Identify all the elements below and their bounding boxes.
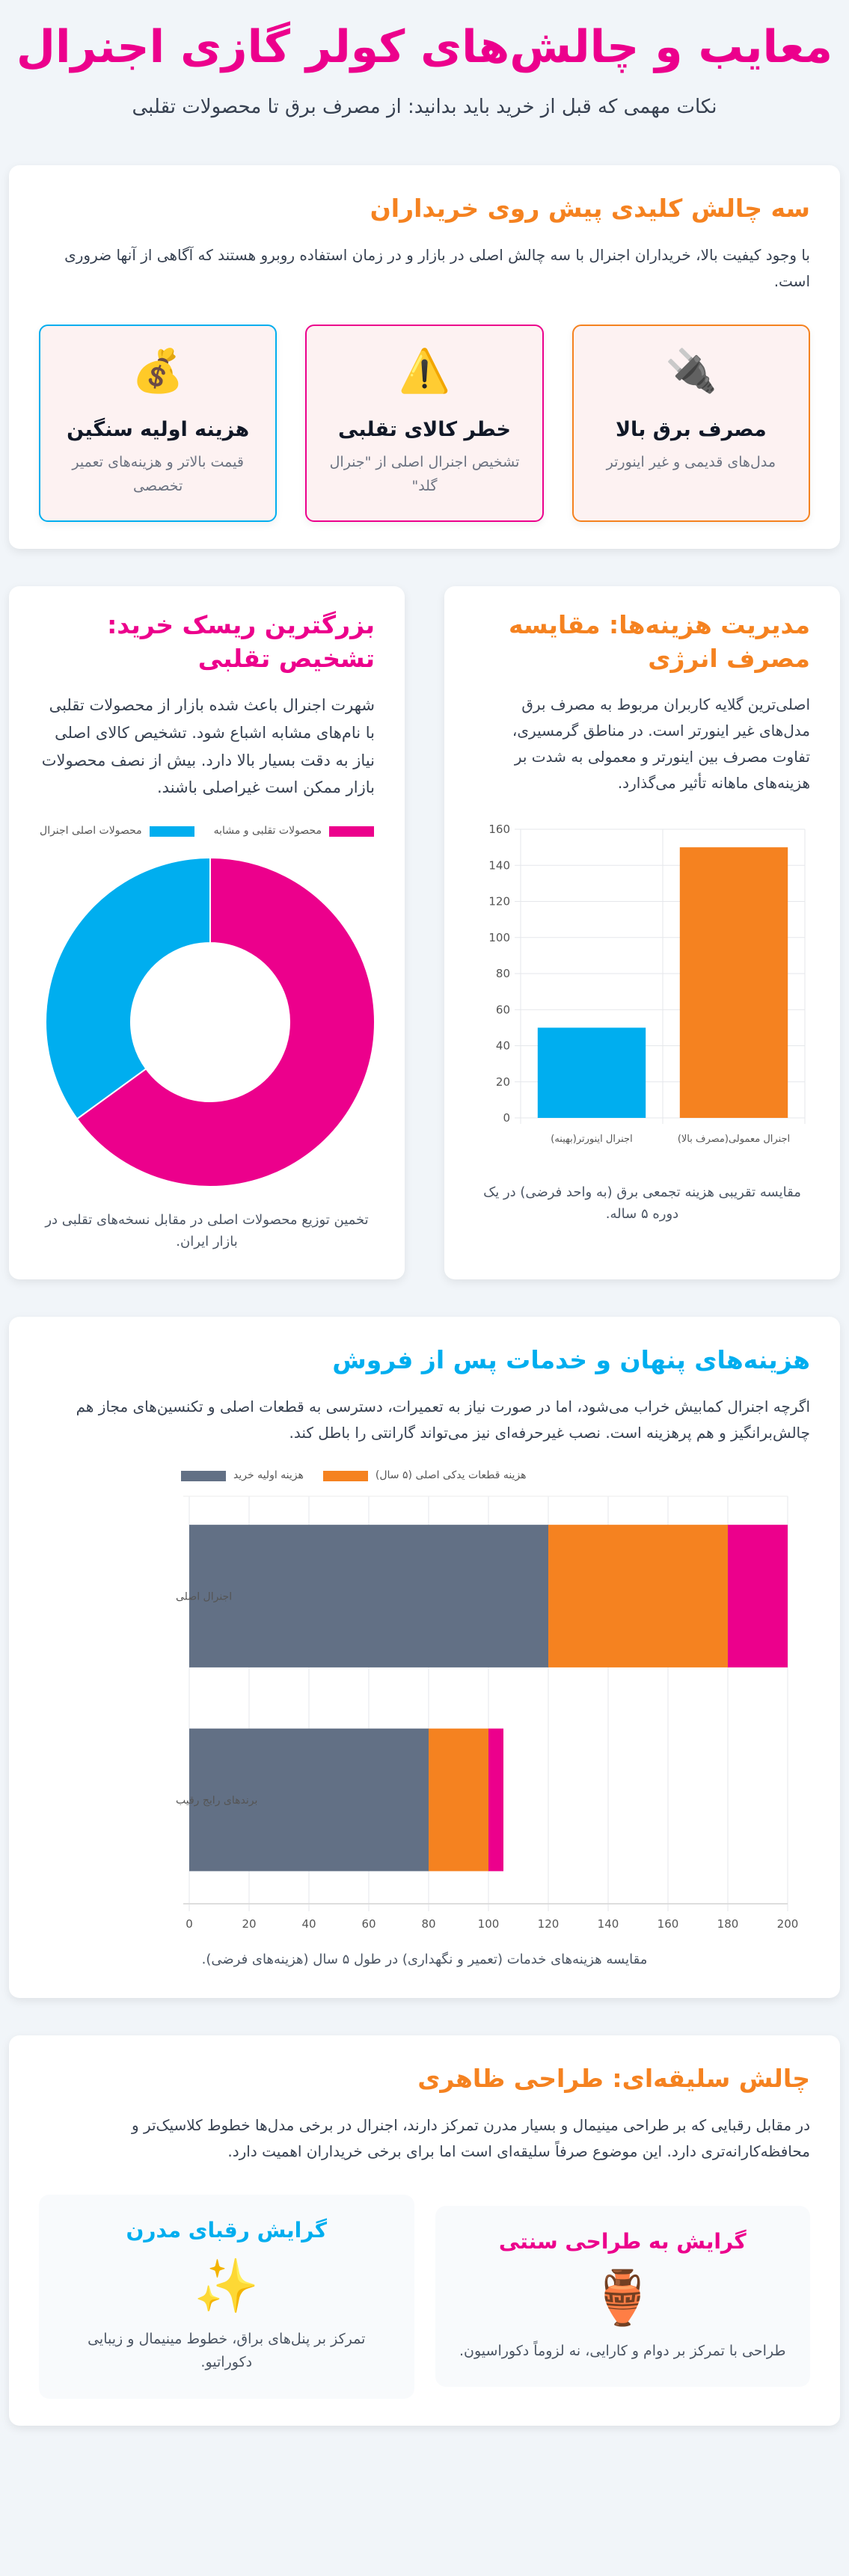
fake-section: بزرگترین ریسک خرید: تشخیص تقلبی شهرت اجن… xyxy=(9,586,405,1280)
design-card-desc: تمرکز بر پنل‌های براق، خطوط مینیمال و زی… xyxy=(88,2330,366,2371)
bar-segment xyxy=(189,1525,548,1668)
x-tick-label: 200 xyxy=(777,1917,799,1931)
legend-swatch xyxy=(328,826,374,837)
y-tick-label: 60 xyxy=(496,1003,510,1016)
section-title: هزینه‌های پنهان و خدمات پس از فروش xyxy=(332,1345,810,1375)
y-tick-label: 160 xyxy=(488,823,510,836)
service-legend: هزینه اولیه خرید هزینه قطعات یدکی اصلی (۵… xyxy=(39,1469,810,1484)
challenge-title: هزینه اولیه سنگین xyxy=(67,417,250,441)
bar-segment xyxy=(548,1525,728,1668)
legend-item: هزینه قطعات یدکی اصلی (۵ سال) xyxy=(322,1469,527,1484)
page-title: معایب و چالش‌های کولر گازی اجنرال xyxy=(16,21,833,73)
energy-bar-chart: 0 20 40 60 80 100 120 140 160 اجنرال اینورتر(بهین… xyxy=(488,823,806,1145)
y-tick-label: اجنرال اصلی xyxy=(176,1591,232,1603)
x-tick-label: 20 xyxy=(242,1917,256,1931)
y-tick-label: 80 xyxy=(496,967,510,980)
challenges-section: سه چالش کلیدی پیش روی خریداران با وجود ک… xyxy=(9,165,840,550)
x-tick-label: 100 xyxy=(478,1917,500,1931)
warning-icon: ⚠️ xyxy=(398,346,451,396)
section-title: مدیریت هزینه‌ها: مقایسه مصرف انرژی xyxy=(508,610,810,673)
legend-label: هزینه قطعات یدکی اصلی (۵ سال) xyxy=(375,1469,527,1481)
money-bag-icon: 💰 xyxy=(132,346,185,396)
legend-label: محصولات اصلی اجنرال xyxy=(40,825,142,837)
section-text: اصلی‌ترین گلایه کاربران مربوط به مصرف بر… xyxy=(512,695,810,793)
chart-caption: مقایسه هزینه‌های خدمات (تعمیر و نگهداری)… xyxy=(201,1952,648,1968)
legend-label: هزینه اولیه خرید xyxy=(233,1469,304,1481)
chart-caption: مقایسه تقریبی هزینه تجمعی برق (به واحد ف… xyxy=(483,1184,801,1222)
section-title: سه چالش کلیدی پیش روی خریداران xyxy=(370,194,810,223)
challenge-desc: قیمت بالاتر و هزینه‌های تعمیر تخصصی xyxy=(72,454,244,494)
legend-item: هزینه اولیه خرید xyxy=(181,1469,304,1484)
x-tick-label: 180 xyxy=(717,1917,739,1931)
y-tick-label: برندهای رایج رقیب xyxy=(176,1795,257,1807)
bar xyxy=(679,847,788,1119)
x-tick-label: 40 xyxy=(301,1917,316,1931)
y-tick-label: 140 xyxy=(488,858,510,872)
x-tick-label: 0 xyxy=(186,1917,193,1931)
bar-segment xyxy=(728,1525,788,1668)
bar-segment xyxy=(189,1729,429,1872)
bar-segment xyxy=(488,1729,503,1872)
donut-slice xyxy=(46,856,211,1120)
service-section: هزینه‌های پنهان و خدمات پس از فروش اگرچه… xyxy=(9,1317,840,1999)
legend-swatch xyxy=(322,1470,368,1481)
challenge-cards: 🔌 مصرف برق بالا مدل‌های قدیمی و غیر اینورت… xyxy=(39,324,810,523)
y-tick-label: 40 xyxy=(496,1039,510,1053)
bar xyxy=(537,1027,646,1119)
y-tick-label: 0 xyxy=(503,1111,510,1125)
x-tick-label: اجنرال معمولی(مصرف بالا) xyxy=(678,1134,790,1145)
donut-slice xyxy=(76,856,375,1187)
chart-caption: تخمین توزیع محصولات اصلی در مقابل نسخه‌ه… xyxy=(45,1211,369,1249)
section-title: بزرگترین ریسک خرید: تشخیص تقلبی xyxy=(107,610,375,673)
challenge-title: مصرف برق بالا xyxy=(615,417,767,441)
page-subtitle: نکات مهمی که قبل از خرید باید بدانید: از… xyxy=(132,96,717,118)
challenge-desc: مدل‌های قدیمی و غیر اینورتر xyxy=(606,454,776,471)
energy-section: مدیریت هزینه‌ها: مقایسه مصرف انرژی اصلی‌… xyxy=(444,586,840,1280)
legend-item: محصولات تقلبی و مشابه xyxy=(214,824,374,839)
design-section: چالش سلیقه‌ای: طراحی ظاهری در مقابل رقبا… xyxy=(9,2035,840,2426)
amphora-icon: 🏺 xyxy=(589,2266,655,2328)
x-tick-label: 140 xyxy=(598,1917,619,1931)
legend-label: محصولات تقلبی و مشابه xyxy=(213,825,322,837)
x-tick-label: اجنرال اینورتر(بهینه) xyxy=(551,1134,632,1145)
legend-swatch xyxy=(149,826,194,837)
counterfeit-donut-chart xyxy=(46,856,375,1187)
y-tick-label: 120 xyxy=(488,895,510,909)
challenge-desc: تشخیص اجنرال اصلی از "جنرال گلد" xyxy=(329,454,520,494)
x-tick-label: 80 xyxy=(421,1917,435,1931)
legend-swatch xyxy=(181,1470,226,1481)
challenge-card: 💰 هزینه اولیه سنگین قیمت بالاتر و هزینه‌ها… xyxy=(39,324,278,523)
design-card-desc: طراحی با تمرکز بر دوام و کارایی، نه لزوم… xyxy=(459,2342,786,2359)
section-text: در مقابل رقبایی که بر طراحی مینیمال و بس… xyxy=(131,2115,810,2160)
section-text: شهرت اجنرال باعث شده بازار از محصولات تق… xyxy=(41,696,375,797)
legend-item: محصولات اصلی اجنرال xyxy=(40,824,194,839)
design-card-title: گرایش به طراحی سنتی xyxy=(498,2229,747,2254)
challenge-card: ⚠️ خطر کالای تقلبی تشخیص اجنرال اصلی از "ج… xyxy=(305,324,544,523)
x-tick-label: 160 xyxy=(658,1917,679,1931)
donut-legend: محصولات تقلبی و مشابه محصولات اصلی اجنرال xyxy=(39,824,375,839)
design-card-title: گرایش رقبای مدرن xyxy=(126,2217,327,2243)
bar-segment xyxy=(429,1729,488,1872)
electric-plug-icon: 🔌 xyxy=(664,346,717,396)
section-text: اگرچه اجنرال کمابیش خراب می‌شود، اما در … xyxy=(76,1397,810,1442)
design-card-traditional: گرایش به طراحی سنتی 🏺 طراحی با تمرکز بر … xyxy=(435,2206,810,2387)
service-cost-stacked-bar-chart: 0 20 40 60 80 100 120 140 160 180 200 اجنرال اصلی بر… xyxy=(176,1496,799,1931)
challenge-card: 🔌 مصرف برق بالا مدل‌های قدیمی و غیر اینورت… xyxy=(571,324,810,523)
x-tick-label: 60 xyxy=(361,1917,376,1931)
y-tick-label: 100 xyxy=(488,931,510,944)
sparkles-icon: ✨ xyxy=(194,2254,260,2317)
section-title: چالش سلیقه‌ای: طراحی ظاهری xyxy=(417,2064,810,2094)
section-text: با وجود کیفیت بالا، خریداران اجنرال با س… xyxy=(64,245,810,290)
design-card-modern: گرایش رقبای مدرن ✨ تمرکز بر پنل‌های براق… xyxy=(39,2194,414,2399)
y-tick-label: 20 xyxy=(496,1075,510,1089)
x-tick-label: 120 xyxy=(538,1917,560,1931)
challenge-title: خطر کالای تقلبی xyxy=(338,417,511,441)
